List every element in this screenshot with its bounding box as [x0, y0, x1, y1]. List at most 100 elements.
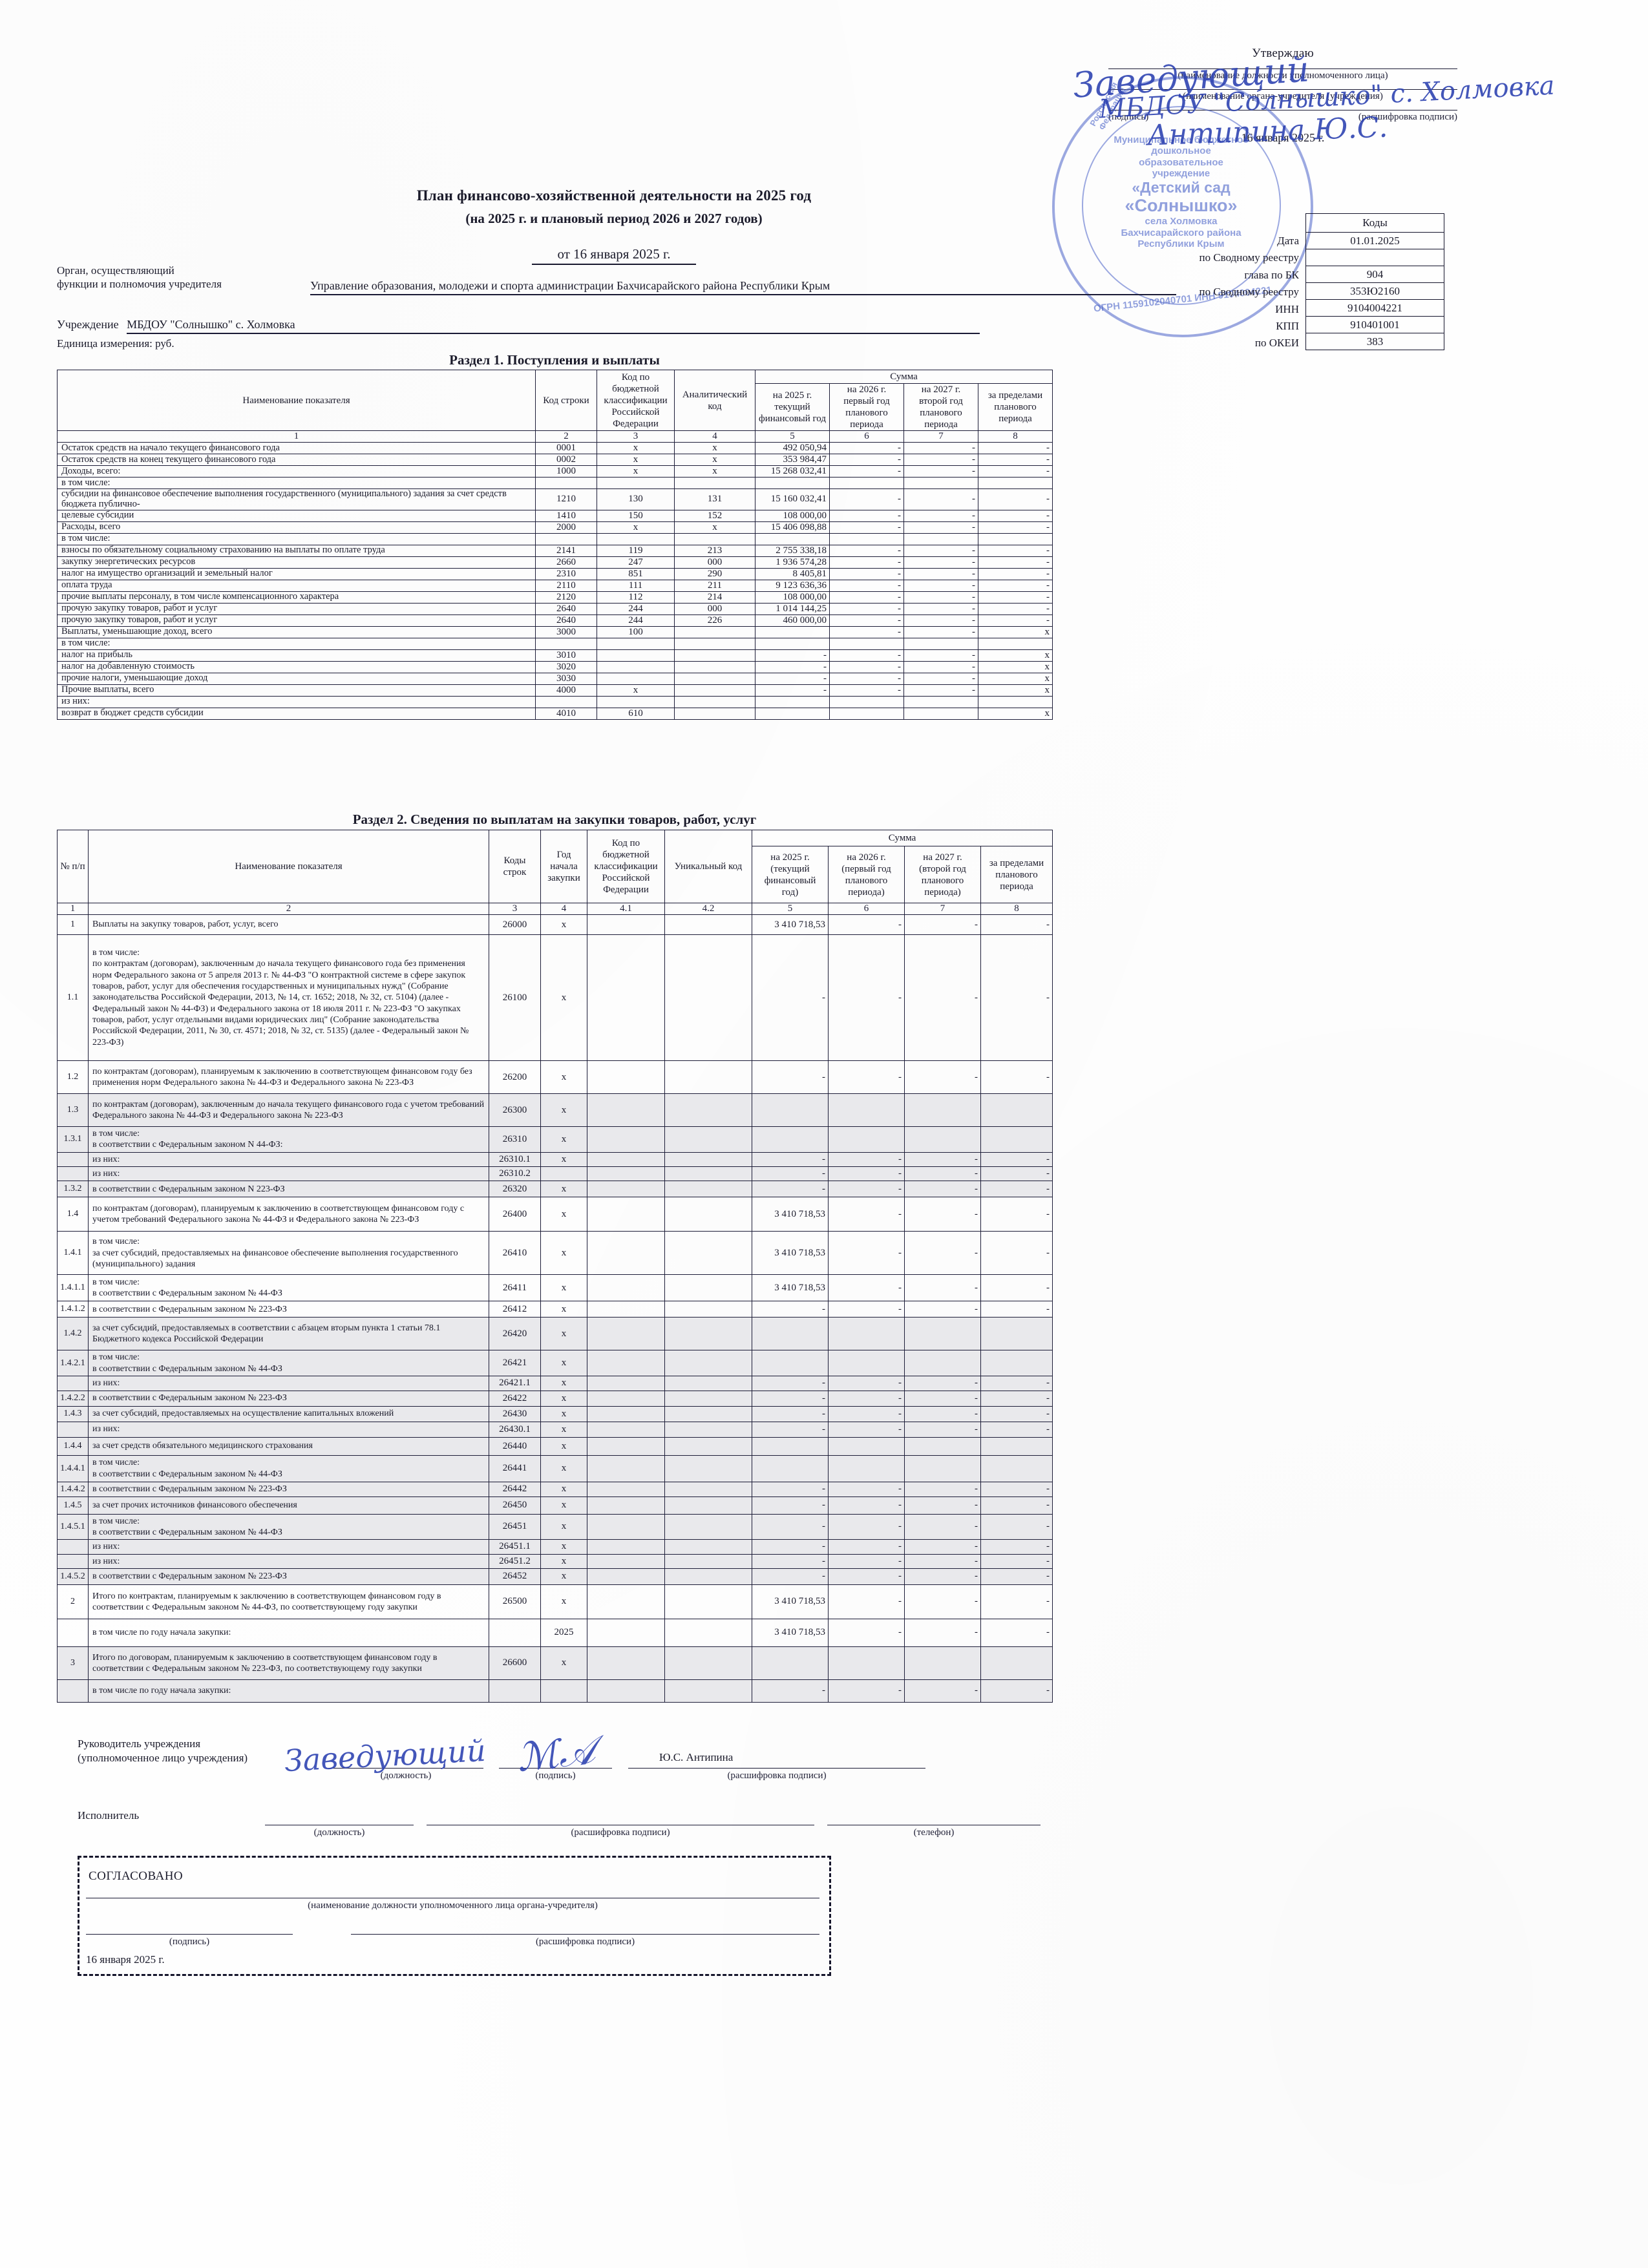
codes-label-4: ИНН — [1275, 302, 1299, 315]
table-row: 1.4.2 за счет субсидий, предоставляемых в… — [57, 1317, 1053, 1351]
s1-row-3-code — [535, 477, 597, 489]
document-title: План финансово-хозяйственной деятельност… — [194, 187, 1034, 265]
s2-row-16-y2027: - — [904, 1405, 981, 1422]
s1-row-0-budget-code: x — [597, 442, 675, 454]
s1-row-18-name: налог на добавленную стоимость — [57, 660, 536, 673]
s1-row-9-beyond: - — [977, 556, 1053, 569]
head-position-line — [328, 1768, 483, 1769]
s2-row-23-y2025: - — [752, 1539, 829, 1555]
s1-row-4-y2025: 15 160 032,41 — [755, 488, 830, 510]
s1-colnum-2: 2 — [535, 430, 597, 443]
s1-row-20-y2026: - — [829, 684, 904, 697]
table-row: в том числе: — [57, 637, 1053, 650]
s2-row-13-np: 1.4.2.1 — [57, 1350, 89, 1377]
s2-row-25-start-year: x — [540, 1568, 587, 1585]
s2-row-9-code: 26410 — [489, 1231, 541, 1276]
s1-row-14-y2026: - — [829, 614, 904, 627]
s2-row-22-unique-code — [664, 1513, 752, 1540]
s1-row-21-y2027 — [903, 695, 978, 708]
s2-row-20-code: 26442 — [489, 1481, 541, 1497]
codes-value-inn: 9104004221 — [1305, 299, 1444, 317]
s1-row-8-y2027: - — [903, 544, 978, 557]
s2-row-10-np: 1.4.1.1 — [57, 1274, 89, 1302]
s1-header-y2027: на 2027 г. второй год планового периода — [903, 383, 978, 431]
s1-row-0-y2025: 492 050,94 — [755, 442, 830, 454]
s2-row-2-y2026: - — [828, 1060, 905, 1094]
head-caption-position: (должность) — [380, 1770, 432, 1781]
s2-row-15-code: 26422 — [489, 1390, 541, 1407]
s1-row-16-code — [535, 637, 597, 650]
s2-row-26-y2025: 3 410 718,53 — [752, 1584, 829, 1619]
s1-row-2-analytic-code: x — [674, 465, 755, 478]
s2-row-25-y2025: - — [752, 1568, 829, 1585]
s1-row-5-y2026: - — [829, 509, 904, 522]
s2-row-26-np: 2 — [57, 1584, 89, 1619]
s2-row-23-np — [57, 1539, 89, 1555]
table-row: из них: 26451.1 x - - - - — [57, 1539, 1053, 1555]
s1-row-0-beyond: - — [977, 442, 1053, 454]
s2-row-20-start-year: x — [540, 1481, 587, 1497]
s1-row-5-budget-code: 150 — [597, 509, 675, 522]
s1-row-20-name: Прочие выплаты, всего — [57, 684, 536, 697]
s1-row-21-name: из них: — [57, 695, 536, 708]
codes-label-1: по Сводному реестру — [1199, 251, 1299, 264]
s2-row-21-y2026: - — [828, 1496, 905, 1515]
s2-row-8-y2026: - — [828, 1197, 905, 1232]
s2-row-29-y2026: - — [828, 1679, 905, 1703]
founder-value: Управление образования, молодежи и спорт… — [310, 279, 1176, 295]
table-row: 1.4.1.2 в соответствии с Федеральным зако… — [57, 1301, 1053, 1318]
codes-label-6: по ОКЕИ — [1254, 337, 1299, 350]
s2-colnum-8: 8 — [980, 903, 1053, 915]
s1-row-10-code: 2310 — [535, 567, 597, 580]
s2-row-29-np — [57, 1679, 89, 1703]
approval-caption-signature: (подпись) — [1108, 112, 1149, 123]
s2-row-20-y2026: - — [828, 1481, 905, 1497]
s2-row-2-y2027: - — [904, 1060, 981, 1094]
section-1-caption: Раздел 1. Поступления и выплаты — [449, 352, 660, 368]
table-row: Расходы, всего 2000 x x 15 406 098,88- - - — [57, 521, 1053, 534]
s1-colnum-4: 4 — [674, 430, 755, 443]
agreed-title: СОГЛАСОВАНО — [89, 1869, 184, 1883]
s1-row-22-budget-code: 610 — [597, 707, 675, 720]
s2-row-16-code: 26430 — [489, 1405, 541, 1422]
s1-row-15-y2025 — [755, 625, 830, 638]
s1-row-20-analytic-code — [674, 684, 755, 697]
s1-row-4-y2027: - — [903, 488, 978, 510]
s2-row-24-y2026: - — [828, 1553, 905, 1569]
s2-row-19-budget-code — [587, 1454, 665, 1482]
s2-row-17-y2026: - — [828, 1421, 905, 1438]
s1-row-4-analytic-code: 131 — [674, 488, 755, 510]
s2-row-9-beyond: - — [980, 1231, 1053, 1276]
s1-row-16-beyond — [977, 637, 1053, 650]
table-row: 1.3.2 в соответствии с Федеральным законо… — [57, 1181, 1053, 1198]
s2-row-8-unique-code — [664, 1197, 752, 1232]
table-row: взносы по обязательному социальному стра… — [57, 544, 1053, 557]
s2-row-0-unique-code — [664, 914, 752, 935]
table-row: 1.4.1 в том числе: за счет субсидий, предо… — [57, 1231, 1053, 1276]
s1-row-14-analytic-code: 226 — [674, 614, 755, 627]
s2-row-14-beyond: - — [980, 1376, 1053, 1391]
s1-row-15-y2026: - — [829, 625, 904, 638]
s1-row-6-y2025: 15 406 098,88 — [755, 521, 830, 534]
s2-row-17-np — [57, 1421, 89, 1438]
s2-row-7-name: в соответствии с Федеральным законом N 2… — [88, 1181, 489, 1198]
s2-row-23-beyond: - — [980, 1539, 1053, 1555]
s1-row-1-analytic-code: x — [674, 454, 755, 466]
codes-header: Коды — [1305, 213, 1444, 233]
s1-row-19-beyond: x — [977, 672, 1053, 685]
s1-row-12-code: 2120 — [535, 591, 597, 604]
s2-header-start-year: Год начала закупки — [540, 830, 587, 903]
s2-row-20-unique-code — [664, 1481, 752, 1497]
codes-value-registry2: 353Ю2160 — [1305, 282, 1444, 300]
s2-row-9-unique-code — [664, 1231, 752, 1276]
s1-row-2-y2025: 15 268 032,41 — [755, 465, 830, 478]
s2-row-3-beyond — [980, 1093, 1053, 1127]
s1-row-17-budget-code — [597, 649, 675, 662]
s2-row-19-unique-code — [664, 1454, 752, 1482]
s2-row-4-unique-code — [664, 1126, 752, 1153]
s2-row-3-np: 1.3 — [57, 1093, 89, 1127]
s1-row-12-y2027: - — [903, 591, 978, 604]
s1-row-19-y2027: - — [903, 672, 978, 685]
s1-header-y2025: на 2025 г. текущий финансовый год — [755, 383, 830, 431]
table-row: субсидии на финансовое обеспечение выпол… — [57, 488, 1053, 510]
